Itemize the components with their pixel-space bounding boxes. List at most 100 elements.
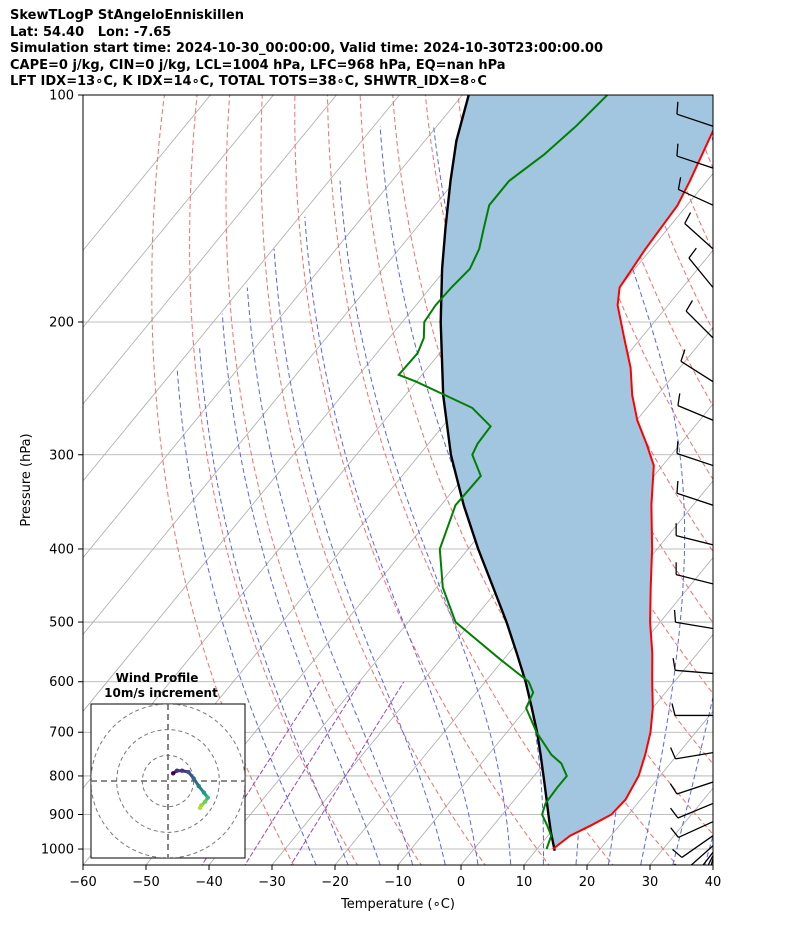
moist-adiabat	[704, 834, 713, 865]
hodograph-point	[179, 768, 185, 773]
barb-flag	[669, 783, 678, 795]
wind-barb	[676, 101, 713, 127]
hodograph-point	[205, 795, 210, 800]
x-tick-label: 30	[642, 875, 659, 890]
barb-flag	[672, 657, 676, 671]
moist-adiabat	[273, 248, 446, 865]
hodograph-point	[196, 783, 201, 789]
moist-adiabat	[304, 216, 479, 865]
location-line: Lat: 54.40 Lon: -7.65	[10, 24, 172, 40]
hodograph-point	[203, 799, 208, 804]
barb-flag	[669, 747, 677, 760]
barb-flag	[684, 212, 692, 224]
moist-adiabat	[732, 126, 794, 880]
isotherm-line	[83, 95, 526, 636]
wind-barb	[677, 177, 713, 206]
isotherm-line	[83, 95, 211, 252]
mixing-ratio-line	[244, 681, 361, 865]
x-tick-label: −20	[321, 875, 348, 890]
barb-shaft	[678, 188, 713, 206]
x-tick-label: −30	[258, 875, 285, 890]
barb-flag	[677, 393, 681, 406]
y-tick-label: 200	[49, 315, 74, 330]
barb-shaft	[702, 851, 713, 865]
barb-shaft	[676, 113, 713, 127]
y-tick-label: 1000	[41, 843, 74, 858]
index-line: LFT IDX=13∘C, K IDX=14∘C, TOTAL TOTS=38∘…	[10, 74, 487, 90]
y-tick-label: 800	[49, 769, 74, 784]
wind-barb	[676, 143, 713, 169]
wind-barb	[672, 657, 713, 675]
wind-barb	[670, 821, 713, 839]
temperature-line	[552, 128, 713, 850]
barb-shaft	[675, 751, 713, 760]
barb-shaft	[676, 781, 713, 795]
wind-barb	[672, 835, 713, 858]
hodograph-point	[174, 768, 180, 773]
hodograph-plot	[91, 704, 245, 858]
moist-adiabat	[198, 345, 349, 865]
barb-shaft	[688, 257, 713, 288]
y-tick-label: 400	[49, 542, 74, 557]
wind-barb	[675, 523, 713, 546]
wind-barb	[670, 802, 713, 819]
barb-shaft	[675, 669, 713, 675]
isotherm-line	[83, 95, 274, 328]
barb-shaft	[690, 845, 713, 865]
isotherm-line	[586, 710, 713, 865]
wind-barb	[676, 480, 713, 506]
barb-shaft	[681, 835, 713, 858]
barb-flag	[670, 827, 679, 838]
barb-flag	[671, 703, 676, 716]
barb-flag	[673, 609, 677, 623]
hodograph-point	[191, 776, 196, 781]
barb-shaft	[684, 223, 713, 250]
dewpoint-line	[397, 95, 609, 850]
chart-header: SkewTLogP StAngeloEnniskillen Lat: 54.40…	[10, 8, 603, 91]
isotherm-line	[83, 95, 337, 405]
x-tick-label: −60	[69, 875, 96, 890]
mixing-ratio-line	[290, 681, 405, 865]
barb-shaft	[676, 452, 713, 467]
cape-cin-shading	[440, 95, 713, 851]
hodograph-point	[170, 771, 176, 776]
hodograph-point	[186, 769, 191, 775]
dry-adiabat	[294, 95, 550, 865]
dry-adiabat	[260, 95, 486, 865]
dry-adiabat	[747, 85, 794, 881]
y-tick-label: 500	[49, 616, 74, 631]
wind-barb	[677, 393, 713, 421]
barb-flag	[680, 349, 686, 362]
x-tick-label: −50	[132, 875, 159, 890]
isotherm-line	[764, 78, 794, 880]
isotherm-line	[83, 95, 463, 559]
barb-flag	[676, 143, 679, 157]
dry-adiabat	[424, 95, 713, 765]
barb-shaft	[676, 155, 713, 169]
hodograph-point	[197, 805, 203, 811]
y-axis-label: Pressure (hPa)	[19, 433, 34, 526]
y-tick-label: 700	[49, 726, 74, 741]
barb-shaft	[675, 621, 713, 630]
barb-shaft	[685, 310, 713, 339]
wind-barb	[685, 300, 713, 339]
moist-adiabat	[764, 126, 794, 880]
x-tick-label: 40	[705, 875, 722, 890]
barb-shaft	[675, 535, 713, 546]
wind-barb	[680, 349, 713, 383]
time-line: Simulation start time: 2024-10-30_00:00:…	[10, 41, 603, 57]
hodograph-point	[201, 790, 207, 795]
dry-adiabat	[685, 95, 713, 170]
y-tick-label: 900	[49, 808, 74, 823]
wind-barb	[669, 781, 713, 795]
wind-barb	[674, 845, 713, 865]
wind-barb	[671, 703, 713, 717]
moist-adiabat	[339, 180, 512, 865]
dry-adiabat	[225, 95, 422, 865]
barb-flag	[685, 300, 694, 312]
barb-flag	[678, 877, 689, 882]
barb-flag	[676, 101, 679, 115]
barb-flag	[672, 848, 683, 858]
barb-flag	[670, 807, 679, 819]
dry-adiabat	[715, 85, 794, 881]
